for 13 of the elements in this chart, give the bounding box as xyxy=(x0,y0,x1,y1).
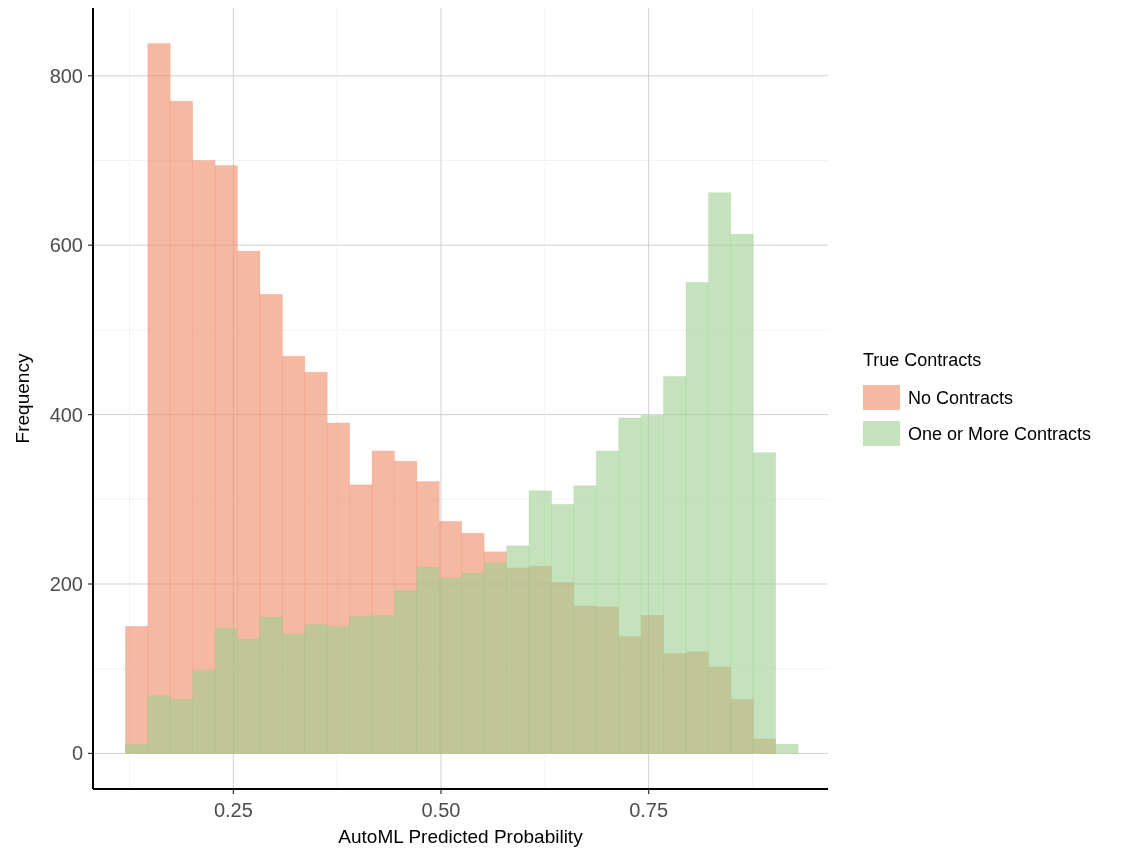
y-axis-title: Frequency xyxy=(12,353,33,444)
y-tick-label: 200 xyxy=(49,573,83,596)
x-tick-label: 0.25 xyxy=(213,799,253,821)
x-tick-label: 0.50 xyxy=(421,799,461,821)
legend-label: One or More Contracts xyxy=(908,424,1092,445)
y-tick-label: 400 xyxy=(49,403,83,426)
x-tick-label: 0.75 xyxy=(629,799,669,821)
y-tick-label: 600 xyxy=(49,234,83,257)
y-tick-label: 800 xyxy=(49,64,83,87)
y-tick-label: 0 xyxy=(71,742,83,765)
x-axis-title: AutoML Predicted Probability xyxy=(338,826,584,847)
legend-label: No Contracts xyxy=(908,388,1014,409)
legend-title: True Contracts xyxy=(863,350,982,370)
